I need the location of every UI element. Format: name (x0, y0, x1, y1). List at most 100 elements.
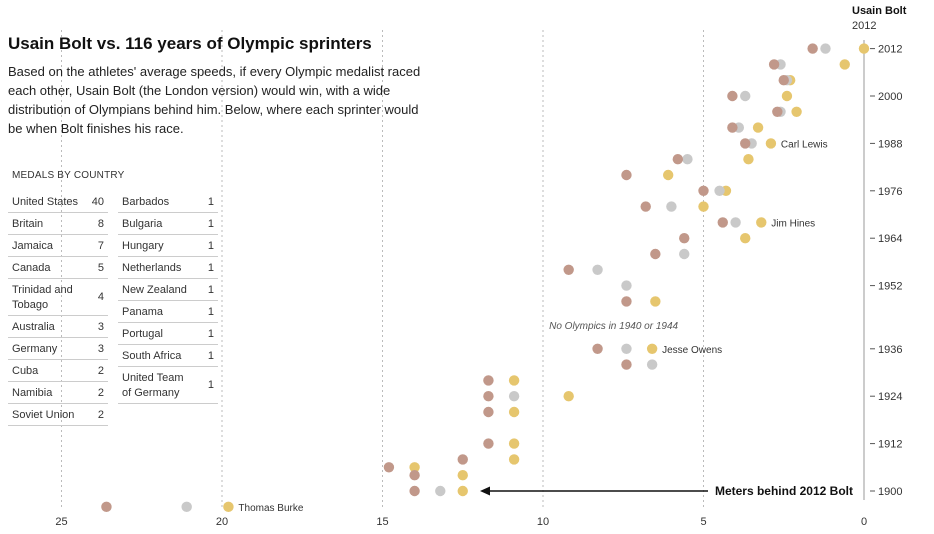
medal-country: Netherlands (122, 262, 182, 274)
medal-count: 1 (207, 261, 214, 274)
medal-row: Cuba 2 (8, 360, 108, 382)
medal-country: United States (12, 196, 79, 208)
x-tick-label: 25 (55, 516, 67, 528)
medal-count: 1 (207, 195, 214, 208)
y-tick-label: 1952 (878, 281, 902, 293)
medal-country: Australia (12, 321, 55, 333)
point-silver-1956 (592, 264, 603, 275)
point-bronze-1964 (679, 233, 690, 244)
point-gold-1896 (223, 501, 234, 512)
point-bronze-1948 (621, 296, 632, 307)
medal-country: Soviet Union (12, 409, 75, 421)
medal-country: Britain (12, 218, 44, 230)
page-title: Usain Bolt vs. 116 years of Olympic spri… (8, 34, 372, 53)
point-bronze-1980 (621, 169, 632, 181)
medal-count: 2 (97, 386, 104, 399)
point-silver-2000 (740, 90, 751, 102)
point-silver-1972 (666, 201, 677, 212)
point-bronze-1996 (772, 106, 783, 118)
point-silver-1932 (646, 359, 658, 370)
point-gold-1906 (409, 462, 420, 473)
medal-count: 2 (97, 408, 104, 421)
medal-row: Bulgaria 1 (118, 213, 218, 235)
medal-row: New Zealand 1 (118, 279, 218, 301)
medals-table-header: MEDALS BY COUNTRY (12, 170, 125, 181)
athlete-annotation: Carl Lewis (781, 139, 828, 150)
medal-country: Bulgaria (122, 218, 163, 230)
point-silver-1984 (682, 154, 693, 165)
athlete-annotation: Thomas Burke (238, 503, 303, 514)
point-gold-1980 (662, 169, 674, 181)
medal-row: Namibia 2 (8, 382, 108, 404)
point-silver-1936 (621, 343, 632, 354)
point-bronze-2012 (807, 43, 818, 54)
y-tick-label: 1936 (878, 344, 902, 356)
medal-row: United Team of Germany 1 (118, 367, 218, 404)
medal-row: Canada 5 (8, 257, 108, 279)
medal-count: 1 (207, 239, 214, 252)
point-bronze-1896 (101, 501, 112, 512)
medal-country: Barbados (122, 196, 170, 208)
y-tick-label: 1900 (878, 486, 902, 498)
point-bronze-1960 (650, 248, 661, 260)
point-bronze-1908 (457, 454, 468, 465)
x-tick-label: 10 (537, 516, 549, 528)
x-axis-label: Meters behind 2012 Bolt (715, 484, 853, 498)
medal-country: United Team of Germany (122, 372, 184, 399)
point-gold-1948 (650, 296, 661, 307)
bolt-label: Usain Bolt (852, 5, 907, 17)
x-tick-label: 20 (216, 516, 228, 528)
page-subtitle: Based on the athletes' average speeds, i… (8, 64, 421, 136)
point-bronze-1976 (698, 185, 709, 196)
medal-row: Barbados 1 (118, 191, 218, 213)
point-gold-1908 (508, 454, 520, 465)
point-silver-1896 (181, 501, 192, 512)
point-bronze-2000 (727, 90, 738, 102)
point-gold-1984 (743, 154, 754, 165)
medal-count: 1 (207, 283, 214, 296)
medal-row: Jamaica 7 (8, 235, 108, 257)
medal-country: South Africa (122, 350, 182, 362)
y-tick-label: 1976 (878, 186, 902, 198)
point-bronze-1900 (409, 485, 420, 497)
medals-table-left: United States 40 Britain 8 Jamaica 7 Canada 5 Tr… (8, 191, 108, 426)
medal-row: Soviet Union 2 (8, 404, 108, 426)
point-gold-1924 (563, 391, 574, 402)
x-axis-arrowhead (480, 486, 490, 496)
medal-count: 1 (207, 327, 214, 340)
medal-row: South Africa 1 (118, 345, 218, 367)
medal-country: Canada (12, 262, 51, 274)
athlete-annotation: Jim Hines (771, 218, 815, 229)
bolt-year-label: 2012 (852, 20, 876, 32)
medal-country: New Zealand (122, 284, 187, 296)
point-bronze-1924 (483, 391, 494, 402)
point-bronze-1984 (672, 154, 684, 165)
point-bronze-1906 (383, 462, 395, 473)
point-gold-2000 (781, 90, 793, 102)
point-bronze-1912 (483, 438, 494, 449)
medal-country: Jamaica (12, 240, 53, 252)
point-gold-1988 (765, 138, 777, 149)
point-gold-1972 (698, 201, 709, 212)
athlete-annotation: Jesse Owens (662, 345, 722, 356)
medal-row: Portugal 1 (118, 323, 218, 345)
medal-count: 7 (97, 239, 104, 252)
point-silver-1924 (508, 391, 520, 402)
point-gold-1900 (457, 485, 468, 497)
y-tick-label: 1924 (878, 391, 902, 403)
medal-country: Panama (122, 306, 163, 318)
y-tick-label: 1964 (878, 233, 902, 245)
point-bronze-1920 (483, 406, 494, 418)
medal-row: Britain 8 (8, 213, 108, 235)
point-silver-1952 (621, 280, 632, 291)
medal-country: Hungary (122, 240, 164, 252)
x-tick-label: 15 (376, 516, 388, 528)
point-gold-1996 (791, 106, 802, 118)
point-silver-1976 (714, 185, 725, 196)
medal-row: United States 40 (8, 191, 108, 213)
medals-table-right: Barbados 1 Bulgaria 1 Hungary 1 Netherlands 1 Ne… (118, 191, 218, 404)
no-olympics-note: No Olympics in 1940 or 1944 (549, 321, 678, 332)
point-bronze-1936 (592, 343, 603, 354)
medal-row: Australia 3 (8, 316, 108, 338)
medal-count: 1 (207, 305, 214, 318)
